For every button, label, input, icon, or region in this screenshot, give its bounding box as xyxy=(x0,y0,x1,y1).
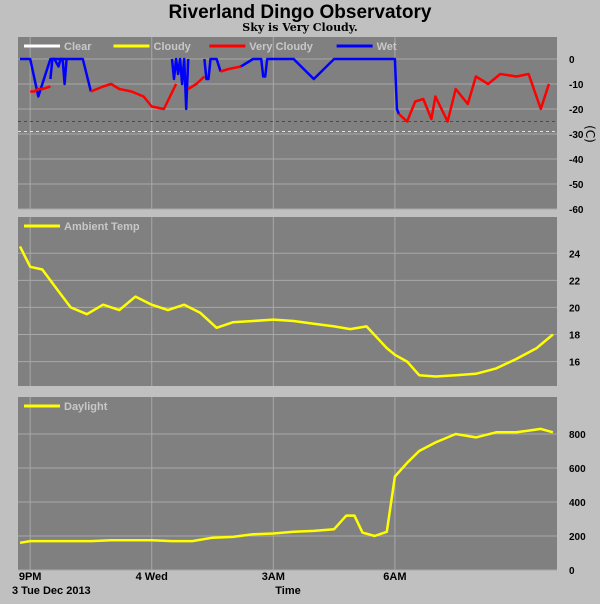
legend-entry: Clear xyxy=(64,41,92,53)
x-tick-label: 4 Wed xyxy=(136,571,168,583)
y-tick-label: 16 xyxy=(569,358,581,369)
plot-area xyxy=(18,37,557,209)
y-tick-label: -10 xyxy=(569,80,584,91)
x-tick-label: 6AM xyxy=(383,571,406,583)
y-tick-label: 400 xyxy=(569,498,586,509)
y-tick-label: -40 xyxy=(569,155,584,166)
panel-sky: 0 -10 -20 -30 -40 -50 -60 Clear Cloudy Very Cloud… xyxy=(18,37,597,216)
y-tick-label: -20 xyxy=(569,105,584,116)
series-line xyxy=(18,245,554,378)
y-tick-label: 200 xyxy=(569,532,586,543)
plot-area xyxy=(18,397,557,570)
series-line xyxy=(220,65,242,73)
series-line xyxy=(20,57,93,98)
y-tick-label: -30 xyxy=(569,130,584,141)
y-tick-label: 22 xyxy=(569,276,581,287)
series-line xyxy=(398,72,551,123)
series-line xyxy=(170,57,190,111)
legend-entry: Wet xyxy=(377,41,397,53)
series-line xyxy=(187,75,206,91)
y-tick-label: 20 xyxy=(569,303,581,314)
series-line xyxy=(49,57,68,86)
panel-daylight: 800 600 400 200 0 Daylight xyxy=(18,397,586,577)
date-label: 3 Tue Dec 2013 xyxy=(12,585,91,597)
series-line xyxy=(90,82,178,111)
plot-area xyxy=(18,217,557,386)
y-tick-label: 18 xyxy=(569,331,581,342)
chart-subtitle: Sky is Very Cloudy. xyxy=(242,21,357,34)
panel-ambient: 24 22 20 18 16 Ambient Temp xyxy=(18,217,581,386)
y-tick-label: -60 xyxy=(569,205,584,216)
series-line xyxy=(203,57,222,81)
panels: 0 -10 -20 -30 -40 -50 -60 Clear Cloudy Very Cloud… xyxy=(18,37,597,577)
x-axis-label: Time xyxy=(275,585,300,597)
legend-entry: Very Cloudy xyxy=(249,41,313,53)
y-tick-label: 800 xyxy=(569,430,586,441)
x-tick-label: 9PM xyxy=(19,571,42,583)
series-line xyxy=(30,85,51,93)
legend-entry: Ambient Temp xyxy=(64,221,140,233)
legend-entry: Cloudy xyxy=(154,41,192,53)
chart-title: Riverland Dingo Observatory xyxy=(169,2,432,23)
y-tick-label: 600 xyxy=(569,464,586,475)
legend-entry: Daylight xyxy=(64,401,108,413)
y-tick-label: 0 xyxy=(569,566,575,577)
x-axis: 9PM 4 Wed 3AM 6AM xyxy=(19,571,407,583)
series-line xyxy=(19,427,554,545)
x-tick-label: 3AM xyxy=(262,571,285,583)
y-tick-label: 24 xyxy=(569,249,581,260)
y-tick-label: -50 xyxy=(569,180,584,191)
series-line xyxy=(240,57,401,115)
y-axis-unit: (C) xyxy=(583,125,597,143)
y-tick-label: 0 xyxy=(569,55,575,66)
